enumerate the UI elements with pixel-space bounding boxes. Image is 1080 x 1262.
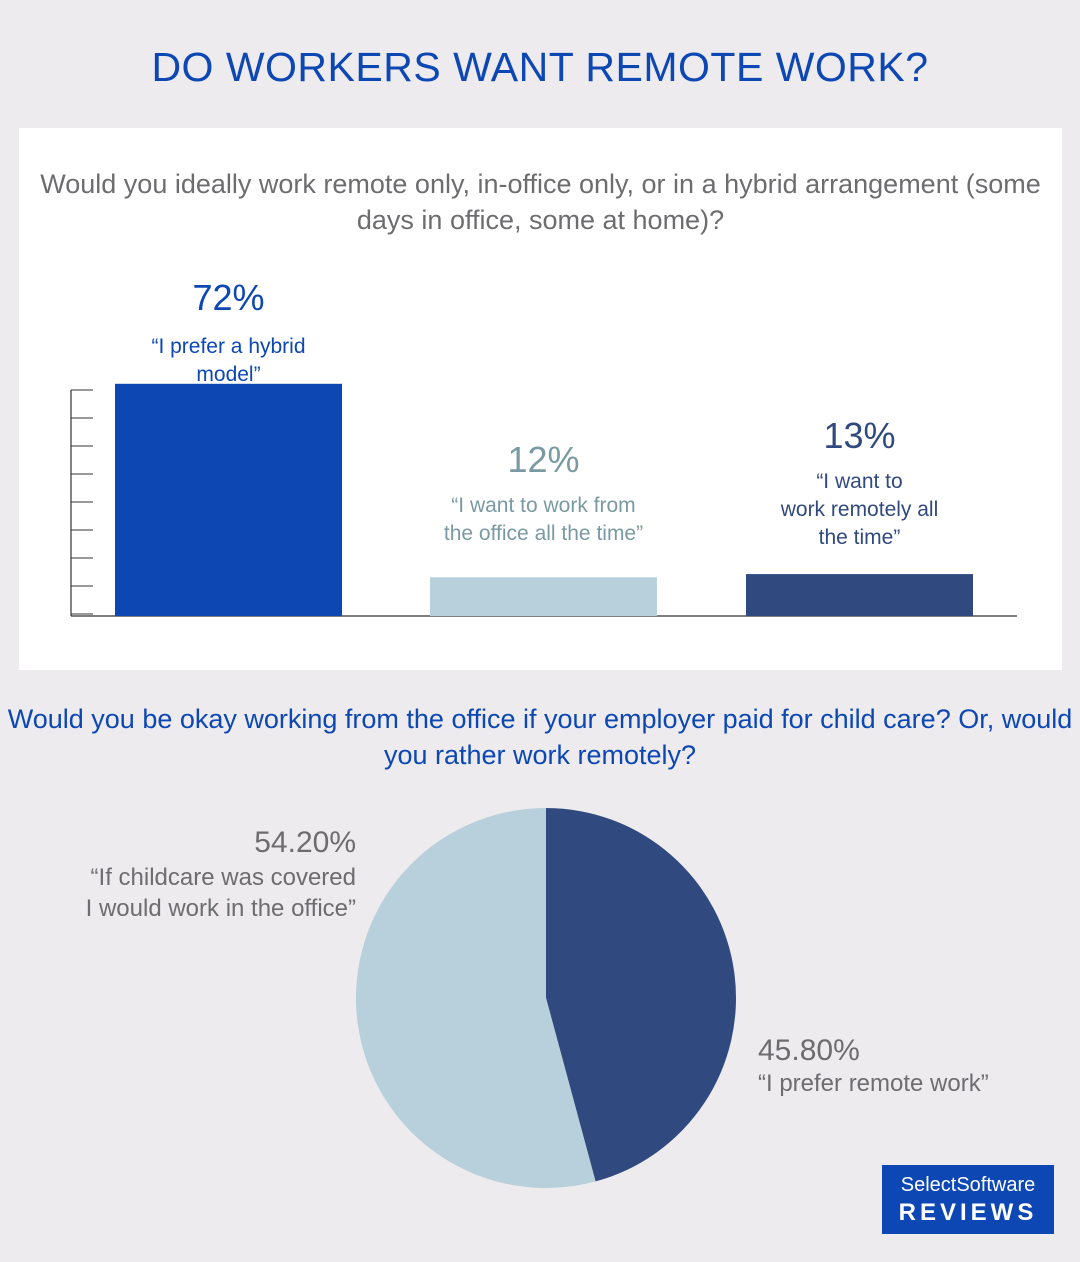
bar-chart-panel: Would you ideally work remote only, in-o… <box>19 128 1062 670</box>
bar-category-label-line: “I prefer a hybrid <box>151 335 306 358</box>
pie-slice-label-line: I would work in the office” <box>85 895 356 922</box>
bar-1 <box>430 577 657 616</box>
bar-category-label: “I prefer a hybrid model” <box>79 333 379 389</box>
bar-category-label-line: model” <box>196 363 261 386</box>
pie-slice-1 <box>355 808 596 1189</box>
bar-category-label-line: the office all the time” <box>443 522 644 545</box>
page-title: DO WORKERS WANT REMOTE WORK? <box>151 44 929 90</box>
pie-slice-label-line: “I prefer remote work” <box>758 1070 989 1097</box>
pie-slice-label-line: “If childcare was covered <box>90 864 356 891</box>
bar-category-label-line: the time” <box>818 526 901 549</box>
bar-chart-bars <box>115 383 973 616</box>
brand-logo: SelectSoftware REVIEWS <box>882 1165 1054 1234</box>
bar-chart-question: Would you ideally work remote only, in-o… <box>40 169 1041 235</box>
pie-chart-question: Would you be okay working from the offic… <box>7 704 1073 770</box>
bar-value-label: 12% <box>507 439 580 480</box>
bar-category-label-line: work remotely all <box>780 498 939 521</box>
bar-value-label: 13% <box>823 415 896 456</box>
pie-value-label: 54.20% <box>254 826 356 859</box>
bar-category-label-line: “I want to work from <box>451 494 636 517</box>
bar-0 <box>115 383 342 616</box>
pie-slice-label: “I prefer remote work” <box>758 1068 989 1099</box>
pie-value-label: 45.80% <box>758 1034 860 1067</box>
bar-category-label: “I want to work remotely all the time” <box>710 468 1010 552</box>
bar-category-label: “I want to work from the office all the … <box>394 492 694 548</box>
logo-line-bottom: REVIEWS <box>898 1199 1038 1226</box>
pie-slice-0 <box>546 808 736 1182</box>
logo-line-top: SelectSoftware <box>900 1174 1036 1196</box>
bar-category-label-line: “I want to <box>816 470 903 493</box>
bar-2 <box>746 574 973 616</box>
bar-value-label: 72% <box>192 277 265 318</box>
pie-slice-label: “If childcare was covered I would work i… <box>0 862 356 924</box>
pie-chart-slices <box>355 808 736 1189</box>
bar-chart <box>70 383 1017 617</box>
